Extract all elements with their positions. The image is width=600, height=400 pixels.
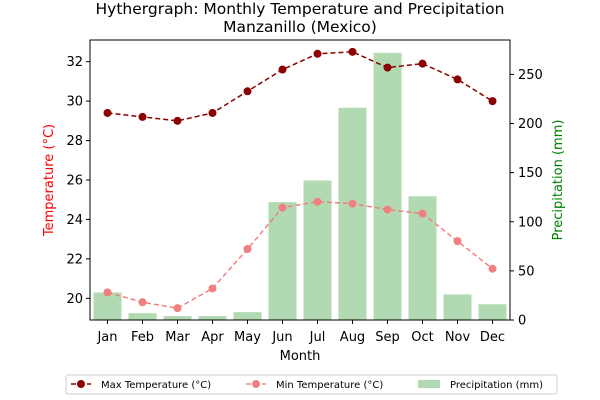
max-temp-point-apr — [208, 108, 217, 117]
legend-entry-precipitation: Precipitation (mm) — [418, 380, 543, 391]
max-temp-line — [107, 51, 493, 122]
max-temp-point-nov — [453, 75, 462, 84]
max-temp-point-aug — [348, 47, 357, 56]
max-temp-point-dec — [488, 97, 497, 106]
right-precipitation-axis: 0 50 100 150 200 250 — [510, 68, 543, 329]
max-temp-point-jun — [278, 65, 287, 74]
left-tick-label: 26 — [66, 174, 83, 189]
x-tick-label: Feb — [131, 330, 154, 345]
min-temp-point-jan — [103, 288, 112, 297]
left-tick-label: 24 — [66, 213, 83, 228]
legend-max-marker — [77, 380, 85, 388]
left-temperature-axis: 20 22 24 26 28 30 32 — [66, 55, 90, 307]
x-tick-label: Jan — [96, 330, 117, 345]
x-axis-label: Month — [280, 349, 321, 364]
left-tick-label: 32 — [66, 55, 83, 70]
x-tick-label: Nov — [445, 330, 471, 345]
right-tick-label: 250 — [518, 68, 543, 83]
left-tick-label: 28 — [66, 134, 83, 149]
min-temp-point-oct — [418, 209, 427, 218]
max-temp-point-feb — [138, 112, 147, 121]
precip-bar-nov — [443, 294, 472, 320]
max-temp-point-may — [243, 87, 252, 96]
temperature-lines — [103, 47, 497, 313]
legend: Max Temperature (°C) Min Temperature (°C… — [65, 374, 558, 395]
left-axis-label: Temperature (°C) — [42, 124, 57, 237]
precip-bar-apr — [198, 316, 227, 320]
min-temp-point-aug — [348, 199, 357, 208]
precip-bar-jun — [268, 202, 297, 320]
legend-min-label: Min Temperature (°C) — [276, 380, 383, 391]
x-tick-label: Aug — [340, 330, 365, 345]
legend-min-marker — [252, 380, 260, 388]
legend-max-label: Max Temperature (°C) — [101, 380, 211, 391]
precipitation-bars — [93, 52, 507, 320]
precip-bar-jan — [93, 292, 122, 320]
min-temp-point-mar — [173, 304, 182, 313]
max-temp-point-jan — [103, 108, 112, 117]
left-tick-label: 22 — [66, 252, 83, 267]
precip-bar-sep — [373, 52, 402, 320]
min-temp-point-sep — [383, 205, 392, 214]
precip-bar-aug — [338, 107, 367, 320]
x-tick-label: Apr — [201, 330, 224, 345]
max-temp-point-oct — [418, 59, 427, 68]
legend-precip-swatch — [418, 380, 440, 388]
x-tick-label: Sep — [375, 330, 400, 345]
max-temp-point-sep — [383, 63, 392, 72]
min-temp-point-dec — [488, 264, 497, 273]
x-tick-label: Dec — [480, 330, 505, 345]
max-temp-point-jul — [313, 49, 322, 58]
right-tick-label: 0 — [518, 314, 526, 329]
x-tick-label: Oct — [411, 330, 433, 345]
min-temp-line — [107, 200, 493, 309]
legend-frame — [65, 374, 558, 395]
right-axis-label: Precipitation (mm) — [551, 120, 566, 241]
legend-precip-label: Precipitation (mm) — [450, 380, 543, 391]
x-tick-label: Mar — [165, 330, 190, 345]
right-tick-label: 200 — [518, 117, 543, 132]
precip-bar-may — [233, 312, 262, 320]
chart-title-line1: Hythergraph: Monthly Temperature and Pre… — [96, 0, 505, 18]
x-tick-label: Jun — [271, 330, 292, 345]
right-tick-label: 150 — [518, 166, 543, 181]
legend-entry-max-temp: Max Temperature (°C) — [71, 380, 211, 391]
min-temp-point-apr — [208, 284, 217, 293]
max-temp-point-mar — [173, 116, 182, 125]
chart-title-line2: Manzanillo (Mexico) — [223, 18, 377, 36]
x-tick-label: Jul — [309, 330, 326, 345]
min-temp-point-jun — [278, 203, 287, 212]
x-tick-label: May — [234, 330, 261, 345]
min-temp-point-may — [243, 245, 252, 254]
precip-bar-dec — [478, 304, 507, 320]
precip-bar-mar — [163, 316, 192, 320]
right-tick-label: 100 — [518, 215, 543, 230]
precip-bar-feb — [128, 313, 157, 320]
plot-frame — [89, 39, 511, 321]
min-temp-point-feb — [138, 298, 147, 307]
right-tick-label: 50 — [518, 264, 535, 279]
legend-entry-min-temp: Min Temperature (°C) — [246, 380, 383, 391]
left-tick-label: 30 — [66, 95, 83, 110]
min-temp-point-nov — [453, 237, 462, 246]
month-axis: Jan Feb Mar Apr May Jun Jul Aug Sep Oct Nov Dec — [96, 320, 505, 345]
min-temp-point-jul — [313, 197, 322, 206]
left-tick-label: 20 — [66, 292, 83, 307]
